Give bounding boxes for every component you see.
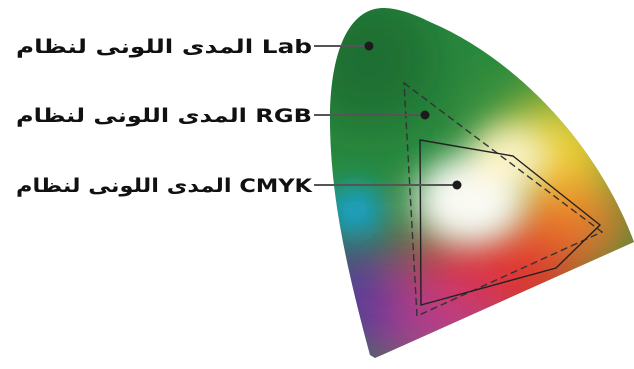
rgb-gamut-label: المدى اللونى لنظام RGB xyxy=(16,105,312,127)
cmyk-gamut-outline xyxy=(419,139,602,306)
rgb-marker-dot xyxy=(420,110,430,120)
lab-gamut-label: المدى اللونى لنظام Lab xyxy=(16,36,312,58)
lab-marker-dot xyxy=(364,41,374,51)
cmyk-marker-dot xyxy=(452,180,462,190)
cmyk-gamut-label: المدى اللونى لنظام CMYK xyxy=(16,175,314,197)
rgb-gamut-outline xyxy=(403,81,604,318)
